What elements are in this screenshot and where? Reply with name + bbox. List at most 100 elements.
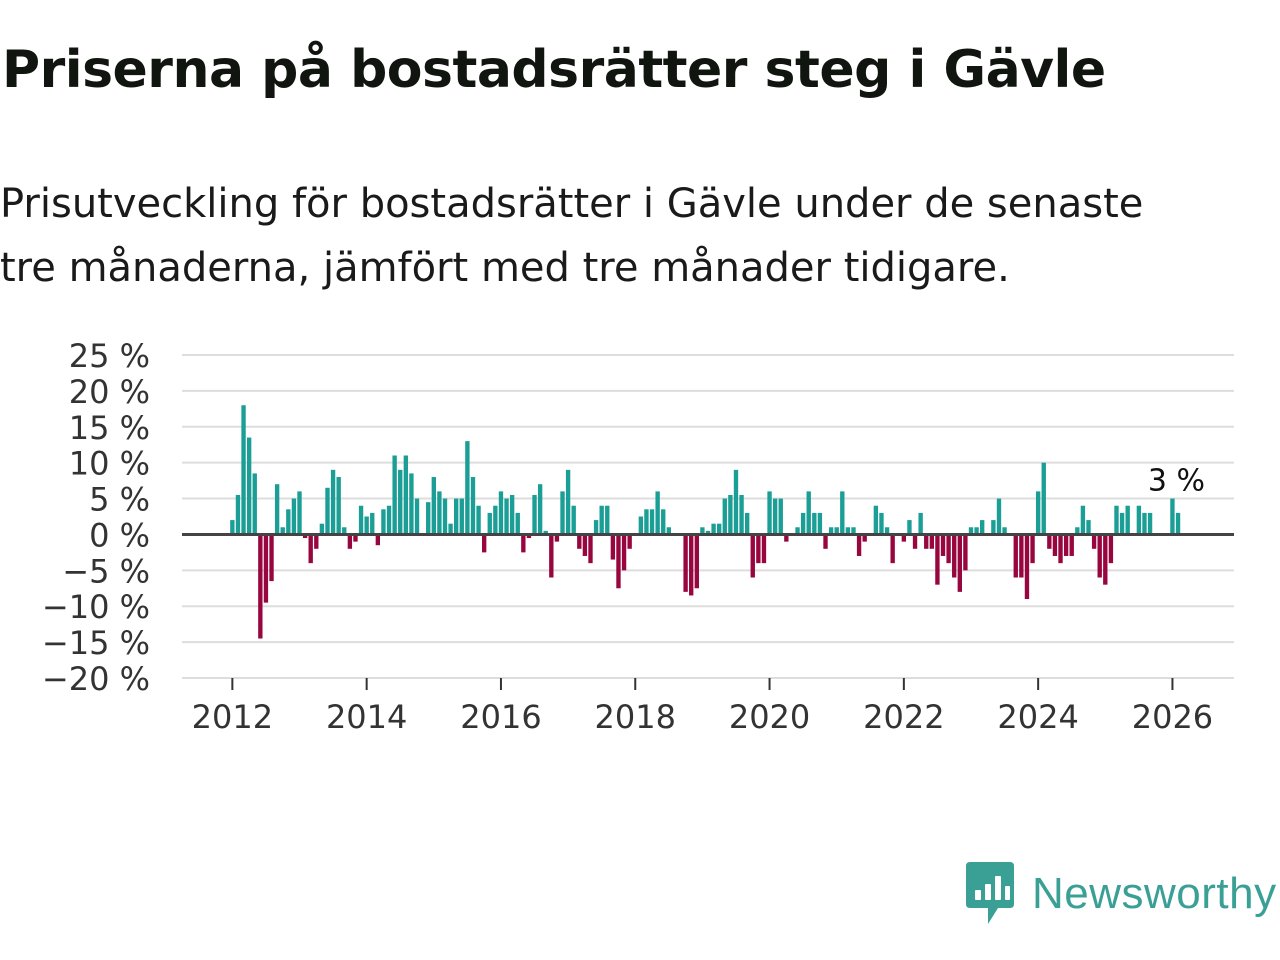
bar	[661, 509, 666, 535]
bar	[817, 512, 823, 535]
bar	[784, 534, 789, 542]
bar	[342, 527, 347, 535]
bar	[767, 491, 772, 535]
bar	[1136, 505, 1142, 535]
bar	[588, 534, 593, 564]
bar	[700, 527, 705, 535]
bar	[1052, 534, 1058, 556]
x-tick-label: 2020	[729, 698, 810, 736]
bar	[481, 534, 487, 553]
y-tick-label: 10 %	[69, 445, 150, 483]
bar	[1091, 534, 1097, 549]
bar	[565, 469, 571, 535]
x-tick-label: 2024	[997, 698, 1078, 736]
bar	[297, 491, 302, 535]
bar	[476, 505, 481, 535]
bar	[398, 469, 403, 535]
bar	[526, 534, 532, 539]
bar	[828, 527, 834, 535]
bar	[683, 534, 688, 592]
bar	[375, 534, 381, 546]
bar	[957, 534, 962, 592]
bar	[269, 534, 274, 582]
bar	[744, 512, 750, 535]
bar	[761, 534, 767, 564]
x-tick-label: 2016	[460, 698, 541, 736]
bar	[616, 534, 621, 589]
bar	[907, 520, 912, 535]
bar	[1086, 520, 1091, 535]
bar	[487, 512, 492, 535]
bar	[627, 534, 632, 549]
bar	[705, 530, 711, 535]
newsworthy-icon	[966, 862, 1014, 924]
bar	[711, 523, 716, 535]
x-tick-label: 2012	[192, 698, 273, 736]
y-tick-label: −20 %	[42, 660, 150, 698]
bar	[862, 534, 867, 542]
bar	[263, 534, 269, 603]
bar	[230, 520, 235, 535]
bar	[1114, 505, 1119, 535]
last-value-label: 3 %	[1148, 464, 1205, 499]
bar	[1041, 462, 1046, 535]
y-tick-label: 5 %	[89, 481, 150, 519]
bar	[554, 534, 560, 542]
bar	[952, 534, 957, 578]
bar	[504, 498, 509, 535]
bar	[241, 405, 246, 535]
bar	[800, 512, 806, 535]
bar	[1013, 534, 1018, 578]
bar	[856, 534, 862, 556]
bar	[1108, 534, 1114, 564]
bar	[308, 534, 313, 564]
bar	[733, 469, 739, 535]
bar	[918, 512, 923, 535]
bar	[532, 494, 537, 535]
bar	[1097, 534, 1102, 578]
bar	[946, 534, 951, 564]
bar	[258, 534, 263, 639]
x-tick-label: 2018	[595, 698, 676, 736]
bar	[655, 491, 660, 535]
bar	[314, 534, 319, 549]
newsworthy-logo: Newsworthy	[964, 862, 1277, 926]
bar	[521, 534, 526, 553]
bar	[370, 512, 375, 535]
bar	[459, 498, 464, 535]
bar	[834, 527, 839, 535]
bar	[689, 534, 694, 596]
subtitle-line-1: Prisutveckling för bostadsrätter i Gävle…	[0, 181, 1144, 227]
bar	[431, 477, 436, 535]
bar	[353, 534, 358, 542]
bar	[873, 505, 879, 535]
bar	[1024, 534, 1030, 600]
bar	[884, 527, 890, 535]
bar	[963, 534, 968, 571]
bar	[543, 530, 548, 535]
bar	[549, 534, 554, 578]
bar	[280, 527, 285, 535]
bar	[644, 509, 649, 535]
bar	[1035, 491, 1041, 535]
bar	[717, 523, 722, 535]
bar	[1170, 498, 1175, 535]
bar	[935, 534, 940, 585]
bar	[330, 469, 336, 535]
bar	[980, 520, 985, 535]
bar	[403, 455, 409, 535]
bar	[470, 477, 476, 535]
bar	[1047, 534, 1052, 549]
bar	[806, 491, 811, 535]
bar	[1103, 534, 1108, 585]
bar	[929, 534, 935, 549]
bar	[414, 498, 420, 535]
bar	[560, 491, 565, 535]
bar	[582, 534, 588, 556]
bar	[593, 520, 599, 535]
bar	[599, 505, 604, 535]
bar	[812, 512, 817, 535]
brand-name: Newsworthy	[1032, 869, 1277, 918]
bar	[728, 494, 733, 535]
bar	[778, 498, 783, 535]
